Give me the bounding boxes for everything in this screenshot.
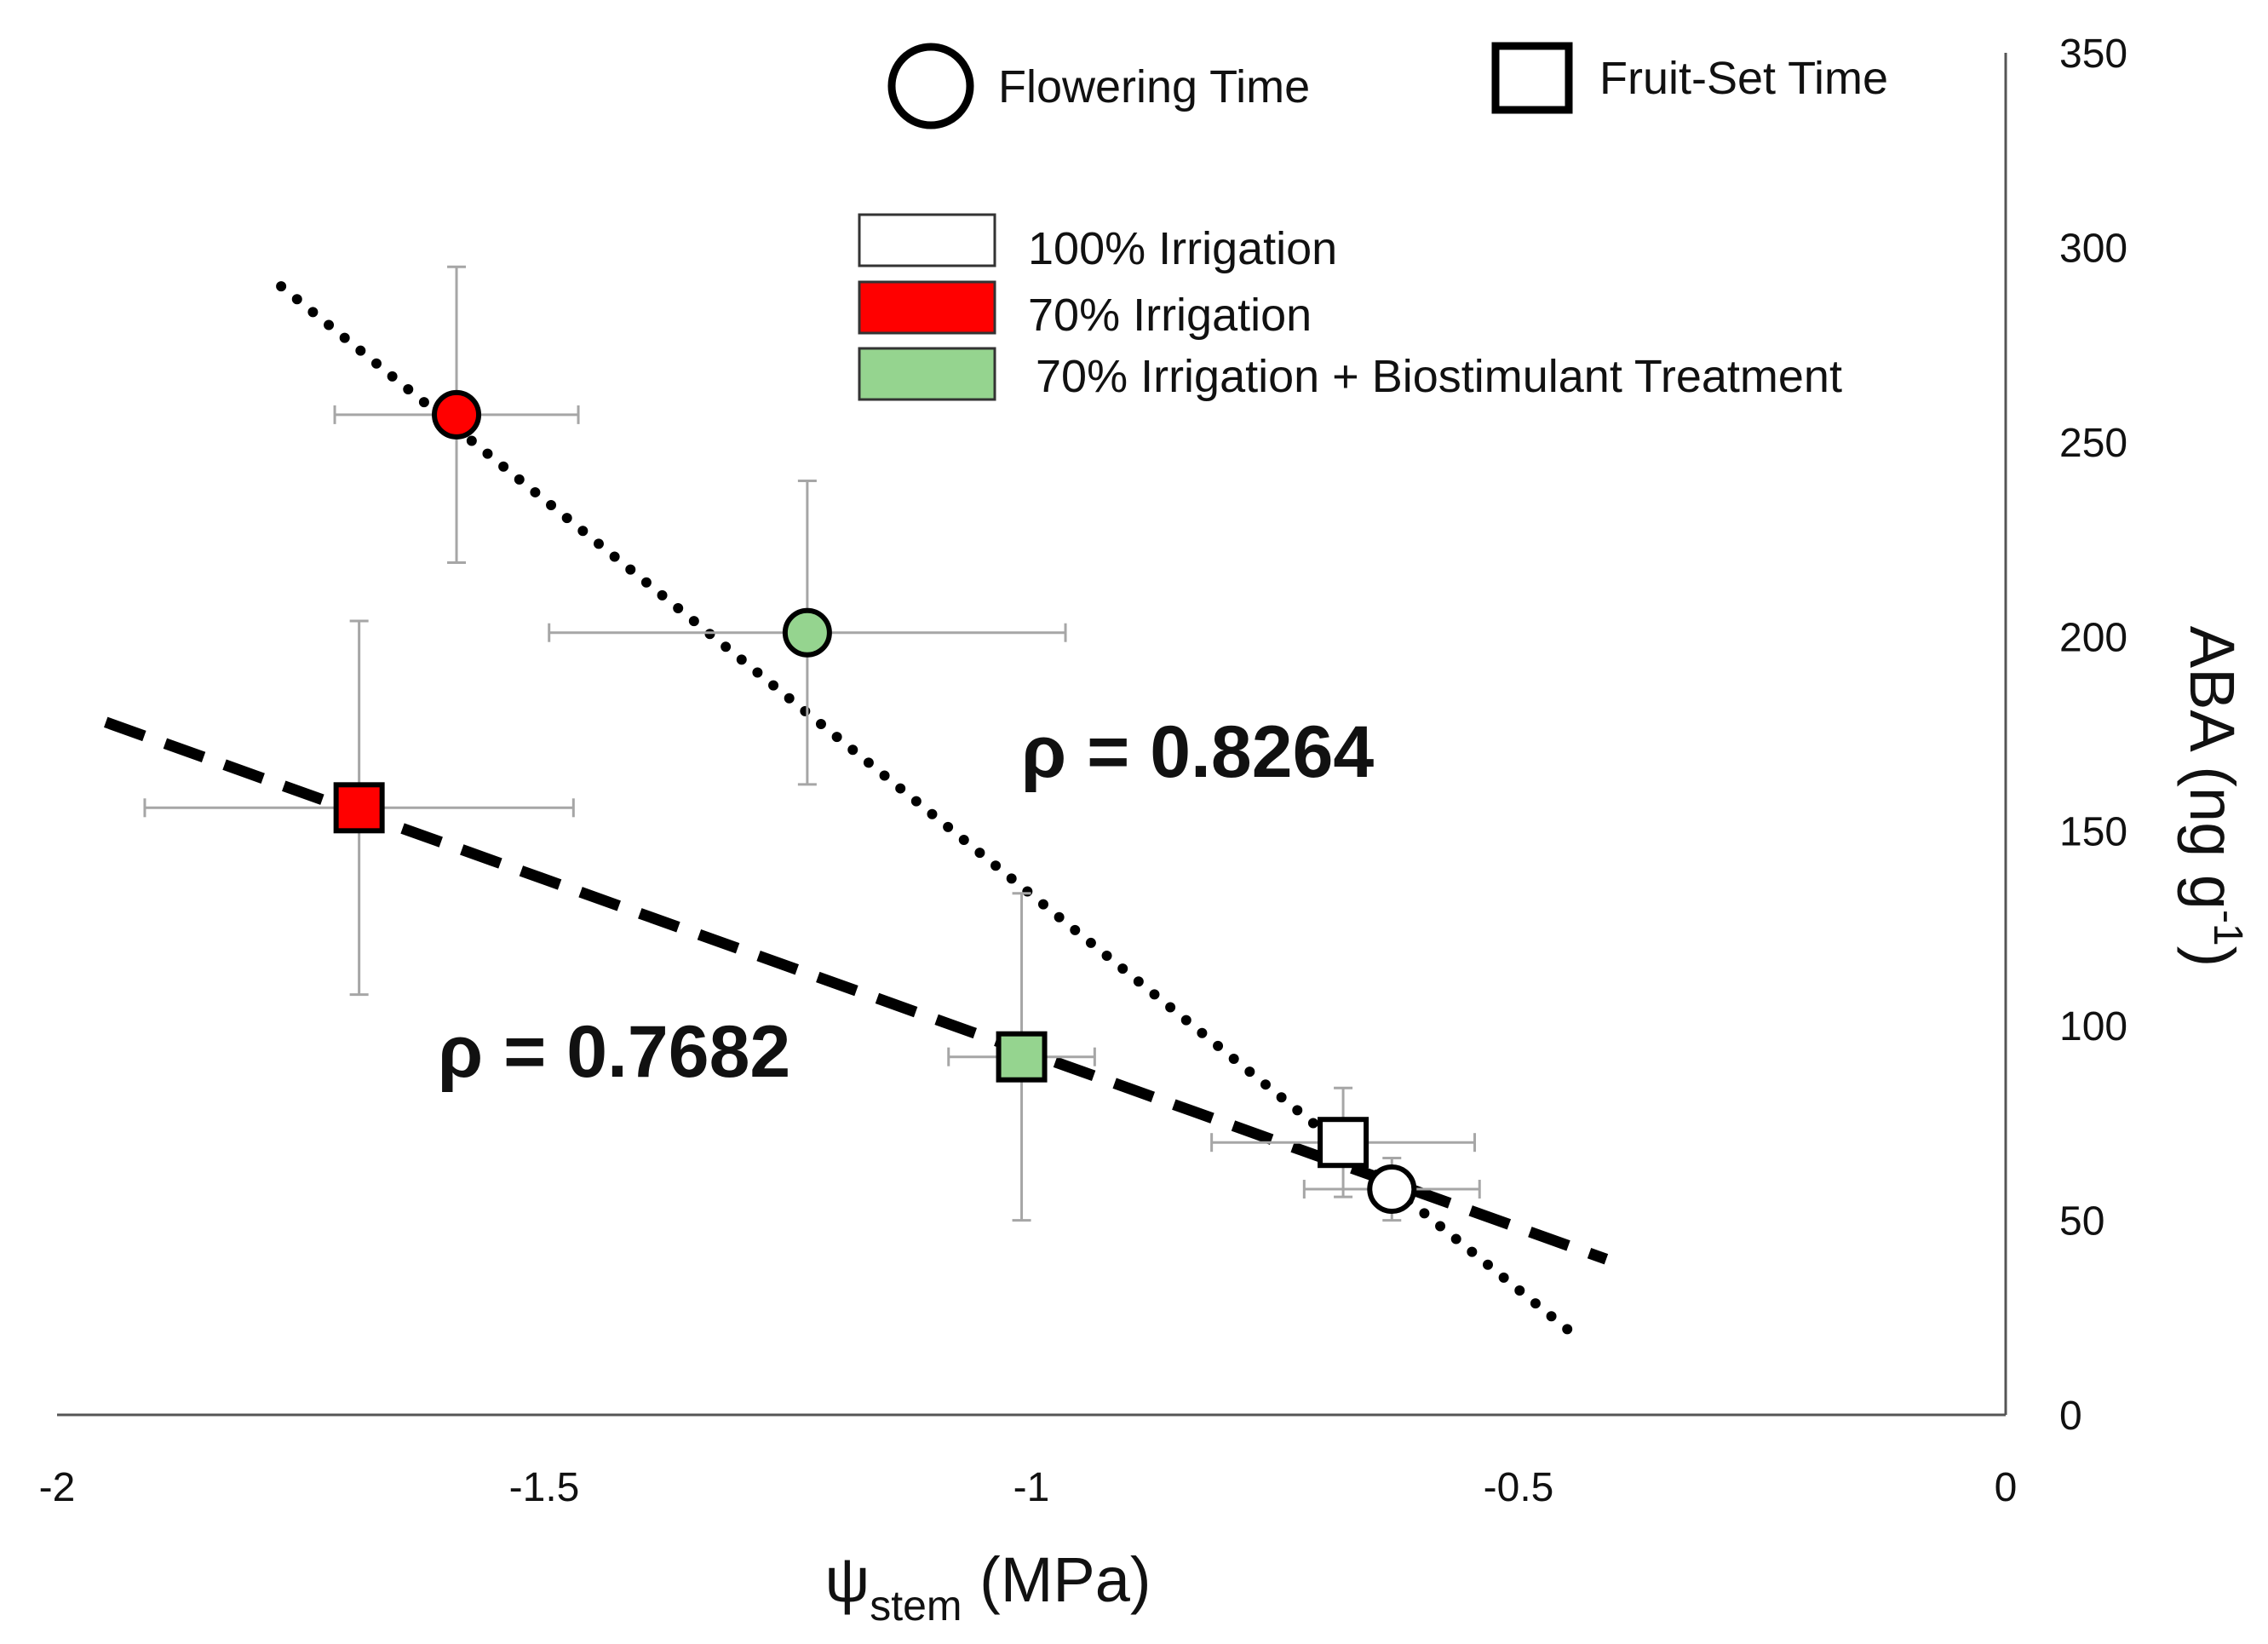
y-axis-label-superscript: -1: [2205, 910, 2250, 946]
y-tick-label: 150: [2059, 810, 2127, 855]
y-tick-label: 350: [2059, 32, 2127, 77]
color-legend-label: 70% Irrigation: [1028, 290, 1312, 341]
x-tick-label: -1: [1013, 1465, 1050, 1510]
y-tick-label: 250: [2059, 421, 2127, 466]
flowering-correlation-label: ρ = 0.8264: [1021, 711, 1374, 793]
circle-legend-icon: [887, 43, 974, 129]
x-axis-label-subscript: stem: [870, 1582, 962, 1630]
legend: Flowering Time Fruit-Set Time 100% Irrigat…: [858, 42, 1888, 402]
x-tick-label: -2: [39, 1465, 76, 1510]
x-axis-label: ψstem (MPa): [824, 1544, 1151, 1630]
fruit-set-point: [333, 782, 385, 834]
color-legend-swatch: [858, 280, 996, 335]
color-legend-swatch: [858, 347, 996, 401]
labels: ρ = 0.8264 ρ = 0.7682: [438, 711, 1374, 1093]
shape-legend-label: Fruit-Set Time: [1599, 53, 1888, 104]
fruit-set-point: [1318, 1117, 1369, 1169]
axes: -2 -1.5 -1 -0.5 00 50 100 150 200 250 300 350 ψstem …: [39, 32, 2250, 1630]
x-axis-label-main: ψ: [824, 1544, 870, 1615]
x-tick-label: 0: [1995, 1465, 2018, 1510]
x-tick-label: -1.5: [509, 1465, 580, 1510]
y-axis-label-close: ): [2177, 946, 2248, 968]
data-points: [333, 389, 1417, 1215]
x-tick-label: -0.5: [1484, 1465, 1554, 1510]
color-legend-label: 100% Irrigation: [1028, 223, 1337, 274]
flowering-point: [782, 607, 832, 658]
fruit-set-correlation-label: ρ = 0.7682: [438, 1011, 790, 1093]
square-legend-icon: [1491, 42, 1573, 114]
flowering-point: [1367, 1164, 1417, 1215]
y-tick-label: 50: [2059, 1199, 2104, 1244]
flowering-point: [432, 389, 482, 440]
color-legend-label: 70% Irrigation + Biostimulant Treatment: [1036, 351, 1842, 402]
shape-legend-label: Flowering Time: [998, 61, 1310, 112]
y-axis-label-main: ABA (ng g: [2177, 626, 2248, 910]
fruit-set-point: [996, 1031, 1048, 1083]
y-tick-label: 100: [2059, 1004, 2127, 1049]
y-tick-label: 0: [2059, 1394, 2082, 1439]
y-axis-label: ABA (ng g-1): [2177, 626, 2250, 968]
y-tick-label: 300: [2059, 226, 2127, 271]
x-axis-label-unit: (MPa): [962, 1544, 1151, 1615]
y-tick-label: 200: [2059, 615, 2127, 660]
color-legend-swatch: [858, 213, 996, 267]
